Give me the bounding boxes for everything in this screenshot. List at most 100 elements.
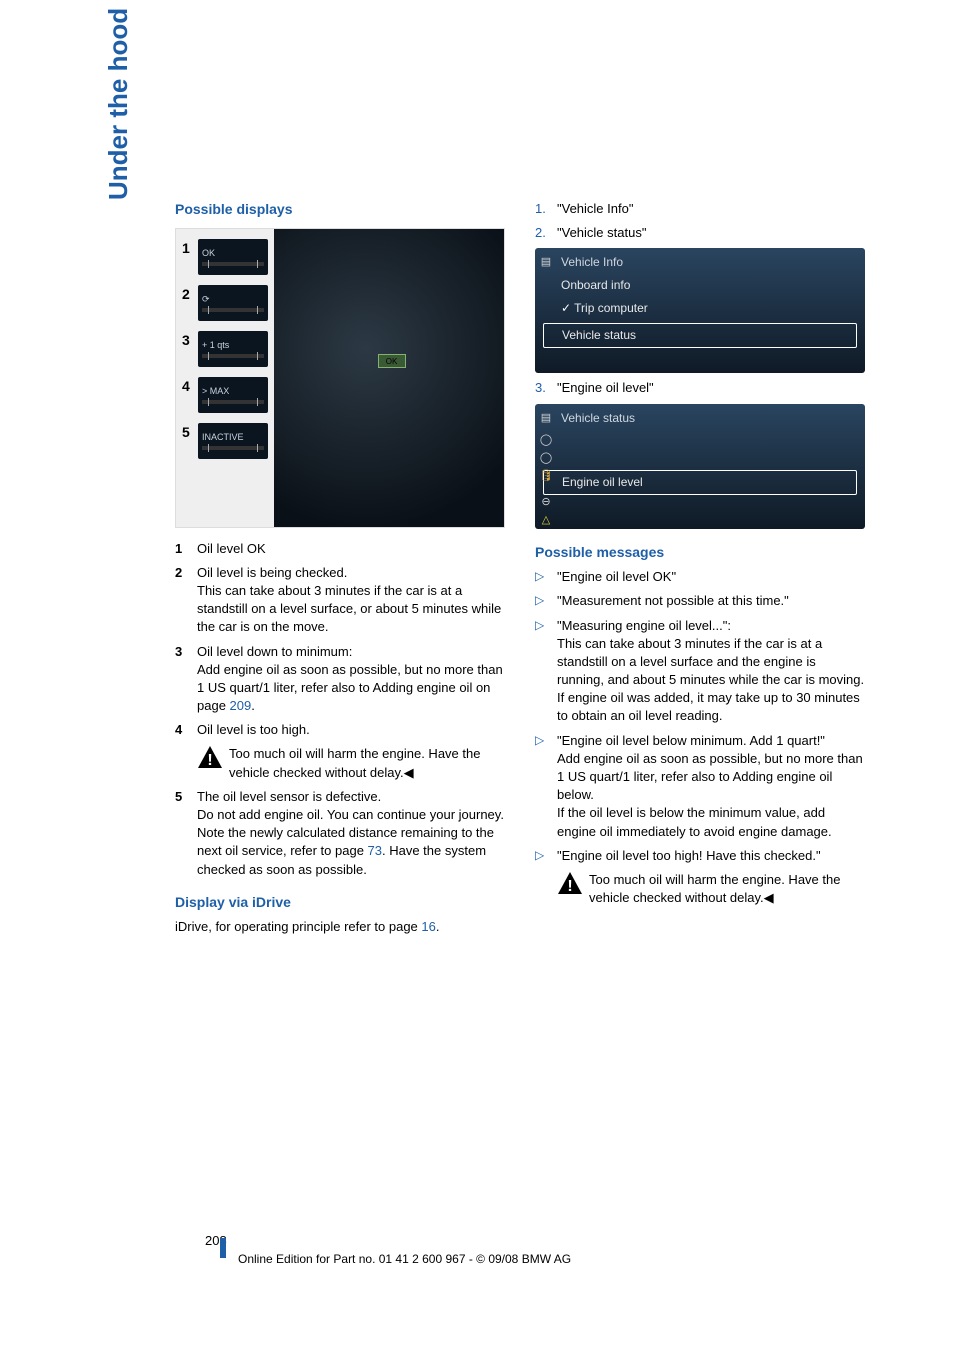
gauge-bar-4 — [202, 400, 264, 404]
gauge-bar-3 — [202, 354, 264, 358]
display-legend-list-cont: 5 The oil level sensor is defective. Do … — [175, 788, 505, 879]
messages-list: ▷ "Engine oil level OK" ▷ "Measurement n… — [535, 568, 865, 865]
item-text: Oil level is too high. — [197, 721, 505, 739]
gauge-label-column: 1 OK 2 ⟳ 3 + 1 qts — [182, 229, 277, 459]
msg-text: "Engine oil level OK" — [557, 568, 676, 586]
gauge-num-1: 1 — [182, 239, 198, 259]
page-link[interactable]: 73 — [368, 843, 382, 858]
oil-display-figure: 1 OK 2 ⟳ 3 + 1 qts — [175, 228, 505, 528]
menu-icon: ▤ — [538, 254, 554, 270]
list-item: ▷ "Engine oil level too high! Have this … — [535, 847, 865, 865]
idrive-text: iDrive, for operating principle refer to… — [175, 918, 505, 936]
item-cont: This can take about 3 minutes if the car… — [197, 583, 501, 634]
page-link[interactable]: 16 — [421, 919, 435, 934]
item-text: Oil level down to minimum: Add engine oi… — [197, 643, 505, 716]
idrive-lead: iDrive, for operating principle refer to… — [175, 919, 421, 934]
list-item: 3. "Engine oil level" — [535, 379, 865, 397]
gauge-num-3: 3 — [182, 331, 198, 351]
warning-box: ! Too much oil will harm the engine. Hav… — [175, 745, 505, 781]
gauge-num-4: 4 — [182, 377, 198, 397]
screenshot-row: Trip computer — [535, 297, 865, 320]
end-marker-icon: ◀ — [404, 764, 414, 782]
side-tab: Under the hood — [100, 8, 136, 200]
list-item: 4 Oil level is too high. — [175, 721, 505, 739]
svg-text:!: ! — [207, 752, 212, 769]
warning-text: Too much oil will harm the engine. Have … — [589, 871, 865, 907]
list-item: 2 Oil level is being checked. This can t… — [175, 564, 505, 637]
list-item: 1 Oil level OK — [175, 540, 505, 558]
display-legend-list: 1 Oil level OK 2 Oil level is being chec… — [175, 540, 505, 740]
gauge-text-5: INACTIVE — [202, 431, 264, 444]
display-via-idrive-heading: Display via iDrive — [175, 893, 505, 913]
bullet-icon: ▷ — [535, 568, 557, 586]
oil-icon: 🛢 — [538, 468, 554, 484]
dashboard-cluster-image: OK — [274, 229, 504, 527]
warning-triangle-icon: △ — [538, 512, 554, 528]
bullet-icon: ▷ — [535, 592, 557, 610]
gauge-box-2: ⟳ — [198, 285, 268, 321]
gauge-box-3: + 1 qts — [198, 331, 268, 367]
msg-text: "Engine oil level below minimum. Add 1 q… — [557, 732, 865, 841]
list-item: ▷ "Measurement not possible at this time… — [535, 592, 865, 610]
warning-text: Too much oil will harm the engine. Have … — [229, 745, 505, 781]
step-num: 1. — [535, 200, 557, 218]
step-text: "Engine oil level" — [557, 379, 865, 397]
left-column: Possible displays 1 OK 2 ⟳ — [175, 200, 505, 941]
step-text: "Vehicle Info" — [557, 200, 865, 218]
idrive-screenshot-vehicle-info: ▤ Vehicle Info Onboard info Trip compute… — [535, 248, 865, 373]
step-num: 2. — [535, 224, 557, 242]
service-icon: ⊖ — [538, 494, 554, 510]
warn-body: Too much oil will harm the engine. Have … — [229, 746, 480, 779]
step-text: "Vehicle status" — [557, 224, 865, 242]
gauge-bar-2 — [202, 308, 264, 312]
msg-cont: This can take about 3 minutes if the car… — [557, 636, 864, 687]
list-item: ▷ "Measuring engine oil level...": This … — [535, 617, 865, 726]
possible-messages-heading: Possible messages — [535, 543, 865, 563]
gauge-num-2: 2 — [182, 285, 198, 305]
warn-body: Too much oil will harm the engine. Have … — [589, 872, 840, 905]
screenshot-row: Onboard info — [535, 274, 865, 297]
status-icon: ▤ — [538, 410, 554, 426]
item-num: 5 — [175, 788, 197, 879]
end-marker-icon: ◀ — [764, 889, 774, 907]
right-column: 1. "Vehicle Info" 2. "Vehicle status" ▤ … — [535, 200, 865, 941]
idrive-steps-list: 1. "Vehicle Info" 2. "Vehicle status" — [535, 200, 865, 242]
idrive-steps-list-2: 3. "Engine oil level" — [535, 379, 865, 397]
list-item: 1. "Vehicle Info" — [535, 200, 865, 218]
tire-icon: ◯ — [538, 450, 554, 466]
gauge-text-3: + 1 qts — [202, 339, 264, 352]
gauge-bar-1 — [202, 262, 264, 266]
footer-text: Online Edition for Part no. 01 41 2 600 … — [238, 1251, 571, 1268]
item-text: Oil level is being checked. This can tak… — [197, 564, 505, 637]
bullet-icon: ▷ — [535, 847, 557, 865]
list-item: 5 The oil level sensor is defective. Do … — [175, 788, 505, 879]
item-lead: Oil level down to minimum: — [197, 644, 352, 659]
page-link[interactable]: 209 — [230, 698, 252, 713]
warning-box: ! Too much oil will harm the engine. Hav… — [535, 871, 865, 907]
bullet-icon: ▷ — [535, 732, 557, 841]
msg-text: "Engine oil level too high! Have this ch… — [557, 847, 821, 865]
gauge-box-1: OK — [198, 239, 268, 275]
gauge-box-5: INACTIVE — [198, 423, 268, 459]
tire-icon: ◯ — [538, 432, 554, 448]
item-tail: . — [251, 698, 255, 713]
item-num: 1 — [175, 540, 197, 558]
gauge-bar-5 — [202, 446, 264, 450]
screenshot-row-selected: Engine oil level — [543, 470, 857, 495]
gauge-num-5: 5 — [182, 423, 198, 443]
msg-cont2: If engine oil was added, it may take up … — [557, 690, 860, 723]
msg-lead: "Engine oil level below minimum. Add 1 q… — [557, 733, 825, 748]
item-num: 4 — [175, 721, 197, 739]
screenshot-row-selected: Vehicle status — [543, 323, 857, 348]
content-area: Possible displays 1 OK 2 ⟳ — [175, 200, 865, 941]
list-item: 2. "Vehicle status" — [535, 224, 865, 242]
item-lead: Oil level is being checked. — [197, 565, 347, 580]
idrive-screenshot-vehicle-status: ▤ Vehicle status ◯ ◯ 🛢 Engine oil level … — [535, 404, 865, 529]
ok-badge: OK — [378, 354, 406, 368]
step-num: 3. — [535, 379, 557, 397]
item-text: The oil level sensor is defective. Do no… — [197, 788, 505, 879]
warning-icon: ! — [557, 871, 583, 895]
list-item: ▷ "Engine oil level OK" — [535, 568, 865, 586]
list-item: ▷ "Engine oil level below minimum. Add 1… — [535, 732, 865, 841]
screenshot-title: Vehicle status — [535, 404, 865, 430]
